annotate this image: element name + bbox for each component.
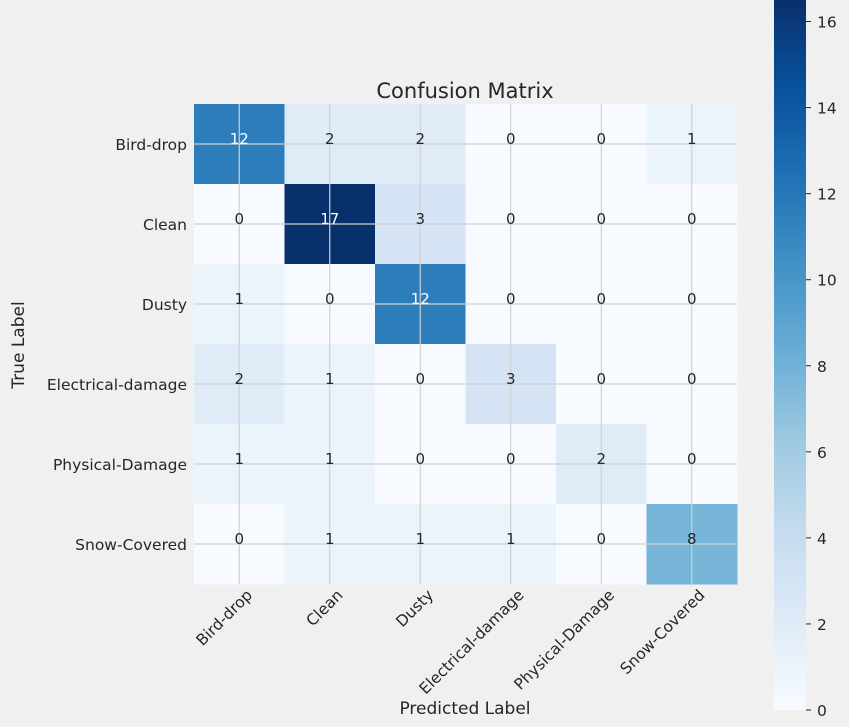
cell-value-label: 0 xyxy=(234,530,244,548)
colorbar-tick-label: 8 xyxy=(817,358,827,376)
cell-value-label: 2 xyxy=(325,130,335,148)
x-tick-label: Dusty xyxy=(392,586,437,631)
colorbar-tick-label: 14 xyxy=(817,100,837,118)
cell-value-label: 0 xyxy=(415,450,425,468)
y-axis-label: True Label xyxy=(9,301,29,389)
y-tick-label: Bird-drop xyxy=(115,136,187,154)
y-tick-label: Physical-Damage xyxy=(53,456,187,474)
x-tick-label: Snow-Covered xyxy=(617,586,709,678)
cell-value-label: 0 xyxy=(596,370,606,388)
cell-value-label: 3 xyxy=(415,210,425,228)
cell-value-label: 1 xyxy=(506,530,516,548)
cell-value-label: 12 xyxy=(411,290,430,308)
colorbar-tick-label: 2 xyxy=(817,616,827,634)
x-tick-label: Physical-Damage xyxy=(511,586,619,694)
x-tick-label: Clean xyxy=(303,586,347,630)
cell-value-label: 1 xyxy=(687,130,697,148)
x-tick-label: Bird-drop xyxy=(193,586,256,649)
cell-value-label: 0 xyxy=(506,450,516,468)
y-tick-label: Snow-Covered xyxy=(75,536,187,554)
cell-value-label: 0 xyxy=(687,210,697,228)
cell-value-label: 0 xyxy=(325,290,335,308)
cell-value-label: 2 xyxy=(415,130,425,148)
cell-value-label: 1 xyxy=(234,290,244,308)
cell-value-label: 2 xyxy=(234,370,244,388)
cell-value-label: 3 xyxy=(506,370,516,388)
cell-value-label: 0 xyxy=(687,450,697,468)
cell-value-label: 0 xyxy=(687,290,697,308)
colorbar-tick-label: 4 xyxy=(817,530,827,548)
chart-title: Confusion Matrix xyxy=(376,79,553,103)
cell-value-label: 1 xyxy=(325,450,335,468)
cell-value-label: 0 xyxy=(596,290,606,308)
colorbar-ticks: 0 2 4 6 8 10 12 14 16 xyxy=(806,14,837,720)
cell-value-label: 2 xyxy=(596,450,606,468)
cell-value-label: 0 xyxy=(596,130,606,148)
cell-value-label: 17 xyxy=(320,210,339,228)
cell-value-label: 1 xyxy=(325,370,335,388)
cell-value-label: 1 xyxy=(234,450,244,468)
cell-value-label: 8 xyxy=(687,530,697,548)
x-axis-ticks: Bird-drop Clean DustyElectrical-damagePhys… xyxy=(193,586,709,698)
cell-value-label: 0 xyxy=(596,530,606,548)
colorbar: 0 2 4 6 8 10 12 14 16 xyxy=(774,0,837,720)
heatmap-plot: 12 2 2 0 0 1 0 17 3 0 0 0 1 0 12 0 0 0 2 1 0 3 0 0 1 1 0 0 2 0 0 1 1 1 0 8 xyxy=(194,104,738,585)
y-tick-label: Clean xyxy=(143,216,187,234)
cell-value-label: 12 xyxy=(230,130,249,148)
colorbar-tick-label: 16 xyxy=(817,14,837,32)
colorbar-gradient xyxy=(774,0,806,710)
cell-value-label: 0 xyxy=(415,370,425,388)
x-axis-label: Predicted Label xyxy=(399,699,530,719)
cell-value-label: 1 xyxy=(415,530,425,548)
cell-value-label: 0 xyxy=(687,370,697,388)
colorbar-tick-label: 12 xyxy=(817,186,837,204)
cell-value-label: 1 xyxy=(325,530,335,548)
cell-value-label: 0 xyxy=(234,210,244,228)
cell-value-label: 0 xyxy=(596,210,606,228)
cell-value-label: 0 xyxy=(506,290,516,308)
y-tick-label: Electrical-damage xyxy=(47,376,187,394)
y-tick-label: Dusty xyxy=(142,296,187,314)
cell-value-label: 0 xyxy=(506,130,516,148)
colorbar-tick-label: 6 xyxy=(817,444,827,462)
cell-value-label: 0 xyxy=(506,210,516,228)
y-axis-ticks: Bird-drop Clean Dusty Electrical-damage Phys… xyxy=(47,136,187,554)
colorbar-tick-label: 0 xyxy=(817,702,827,720)
colorbar-tick-label: 10 xyxy=(817,272,837,290)
